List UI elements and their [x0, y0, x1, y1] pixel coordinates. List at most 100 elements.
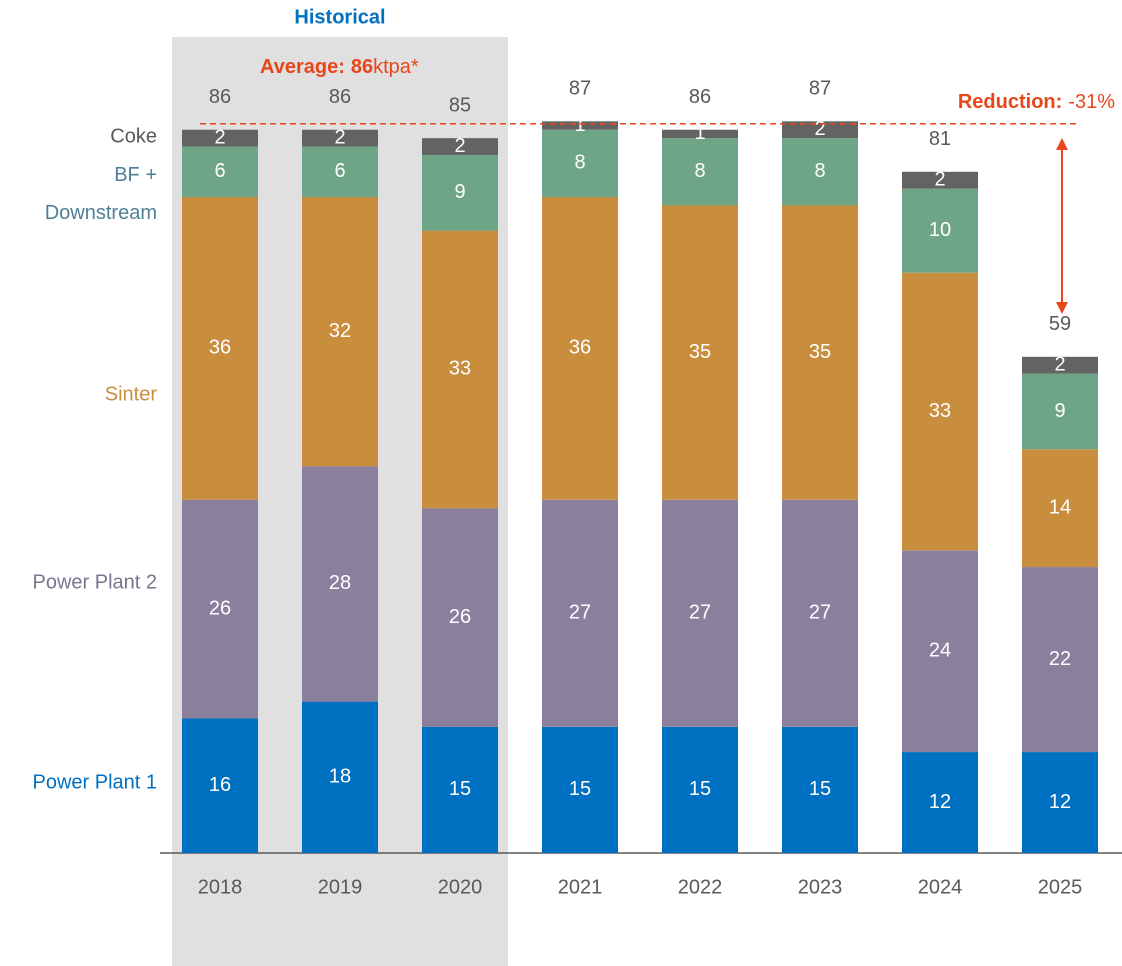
- bar-segment: [182, 197, 258, 500]
- segment-label: 8: [694, 160, 705, 182]
- x-tick-label: 2018: [198, 876, 243, 898]
- reduction-label: Reduction: -31%: [958, 91, 1115, 113]
- bar-segment: [782, 205, 858, 500]
- segment-label: 9: [454, 181, 465, 203]
- total-label: 86: [209, 86, 231, 108]
- segment-label: 1: [574, 114, 585, 136]
- bar-segment: [1022, 356, 1098, 374]
- legend-label: Power Plant 2: [32, 571, 157, 593]
- average-value: 86: [351, 56, 373, 78]
- bar-segment: [302, 466, 378, 702]
- segment-label: 1: [694, 122, 705, 144]
- average-label: Average: 86ktpa*: [260, 56, 419, 78]
- bar-segment: [302, 701, 378, 853]
- legend-label: Sinter: [105, 383, 158, 405]
- bar-segment: [1022, 449, 1098, 568]
- bar-segment: [422, 508, 498, 727]
- segment-label: 36: [209, 337, 231, 359]
- segment-label: 10: [929, 219, 951, 241]
- segment-label: 35: [689, 341, 711, 363]
- bar-segment: [902, 550, 978, 753]
- segment-label: 15: [809, 778, 831, 800]
- arrow-head: [1056, 302, 1068, 314]
- x-tick-label: 2019: [318, 876, 363, 898]
- segment-label: 16: [209, 774, 231, 796]
- bar-segment: [1022, 567, 1098, 753]
- segment-label: 2: [934, 168, 945, 190]
- bar-segment: [662, 205, 738, 500]
- bar-segment: [182, 718, 258, 853]
- segment-label: 15: [569, 778, 591, 800]
- bar-segment: [902, 752, 978, 853]
- segment-label: 14: [1049, 496, 1071, 518]
- bar-segment: [782, 499, 858, 727]
- total-label: 87: [569, 78, 591, 100]
- x-tick-label: 2024: [918, 876, 963, 898]
- bar-segment: [542, 197, 618, 500]
- bar-segment: [662, 138, 738, 206]
- segment-label: 2: [214, 126, 225, 148]
- bar-segment: [182, 129, 258, 147]
- bar-segment: [182, 146, 258, 198]
- total-label: 86: [689, 86, 711, 108]
- total-label: 81: [929, 128, 951, 150]
- average-text: Average:: [260, 56, 345, 78]
- average-unit: ktpa*: [373, 56, 419, 78]
- x-tick-label: 2023: [798, 876, 843, 898]
- x-tick-label: 2021: [558, 876, 603, 898]
- legend-label: Power Plant 1: [32, 771, 157, 793]
- bar-segment: [902, 272, 978, 551]
- total-label: 86: [329, 86, 351, 108]
- total-label: 85: [449, 94, 471, 116]
- bar-segment: [782, 726, 858, 853]
- historical-label: Historical: [294, 6, 385, 28]
- segment-label: 27: [569, 602, 591, 624]
- bar-segment: [902, 171, 978, 189]
- segment-label: 6: [334, 160, 345, 182]
- bar-segment: [662, 499, 738, 727]
- bar-segment: [542, 129, 618, 198]
- bar-segment: [542, 499, 618, 727]
- x-tick-label: 2025: [1038, 876, 1083, 898]
- arrow-head: [1056, 138, 1068, 150]
- segment-label: 12: [1049, 791, 1071, 813]
- segment-label: 18: [329, 766, 351, 788]
- bar-segment: [422, 726, 498, 853]
- segment-label: 28: [329, 572, 351, 594]
- x-tick-label: 2022: [678, 876, 723, 898]
- bar-segment: [782, 121, 858, 139]
- segment-label: 27: [809, 602, 831, 624]
- segment-label: 22: [1049, 648, 1071, 670]
- bar-segment: [422, 154, 498, 231]
- segment-label: 27: [689, 602, 711, 624]
- segment-label: 32: [329, 320, 351, 342]
- segment-label: 6: [214, 160, 225, 182]
- segment-label: 8: [574, 152, 585, 174]
- bar-segment: [542, 726, 618, 853]
- segment-label: 36: [569, 337, 591, 359]
- segment-label: 26: [209, 597, 231, 619]
- total-label: 59: [1049, 313, 1071, 335]
- segment-label: 2: [334, 126, 345, 148]
- bar-segment: [302, 146, 378, 198]
- segment-label: 15: [449, 778, 471, 800]
- bar-segment: [902, 188, 978, 273]
- bar-segment: [662, 129, 738, 139]
- bar-segment: [542, 121, 618, 130]
- reduction-value: -31%: [1068, 91, 1115, 113]
- segment-label: 8: [814, 160, 825, 182]
- segment-label: 9: [1054, 400, 1065, 422]
- bar-segment: [662, 726, 738, 853]
- segment-label: 12: [929, 791, 951, 813]
- segment-label: 26: [449, 606, 471, 628]
- total-label: 87: [809, 78, 831, 100]
- bar-segment: [302, 197, 378, 467]
- legend-label: BF + Downstream: [44, 164, 157, 224]
- bar-segment: [1022, 373, 1098, 450]
- bar-segment: [182, 499, 258, 719]
- segment-label: 24: [929, 639, 951, 661]
- reduction-text: Reduction:: [958, 91, 1062, 113]
- bar-segment: [422, 138, 498, 155]
